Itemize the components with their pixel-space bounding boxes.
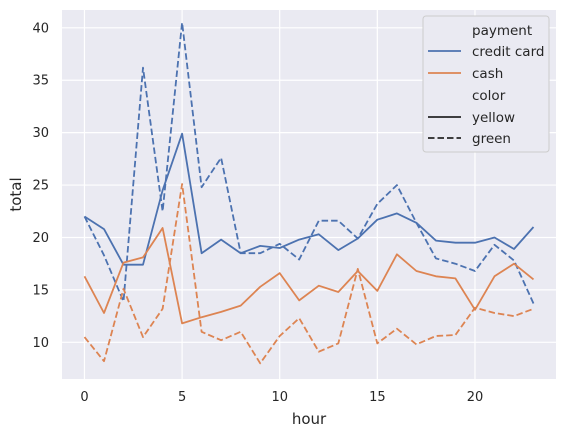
- y-tick-label: 20: [32, 231, 49, 246]
- legend-label-yellow: yellow: [472, 110, 515, 126]
- legend-label-green: green: [472, 131, 511, 147]
- legend-label-credit-card: credit card: [472, 44, 544, 60]
- legend-box: [422, 15, 550, 153]
- x-tick-label: 5: [178, 390, 186, 405]
- legend: payment credit card cash color yellow gree…: [422, 15, 550, 153]
- x-tick-label: 15: [369, 390, 386, 405]
- x-tick-label: 0: [80, 390, 88, 405]
- y-tick-label: 35: [32, 74, 49, 89]
- x-tick-label: 20: [467, 390, 484, 405]
- series-lines: [83, 21, 535, 365]
- y-tick-label: 10: [32, 336, 49, 351]
- legend-title-payment: payment: [472, 23, 532, 39]
- series-line-credit-card-yellow: [84, 132, 535, 266]
- series-line-cash-yellow: [83, 227, 535, 325]
- x-axis-ticks: 0 5 10 15 20: [80, 390, 483, 405]
- x-axis-label: hour: [292, 410, 327, 428]
- x-tick-label: 10: [271, 390, 288, 405]
- legend-label-cash: cash: [472, 66, 503, 82]
- y-tick-label: 15: [32, 283, 49, 298]
- y-tick-label: 25: [32, 179, 49, 194]
- series-line-credit-card-green: [83, 21, 535, 304]
- legend-title-color: color: [472, 88, 506, 104]
- y-tick-label: 30: [32, 126, 49, 141]
- y-tick-label: 40: [32, 21, 49, 36]
- y-axis-label: total: [7, 177, 25, 211]
- y-axis-ticks: 10 15 20 25 30 35 40: [32, 21, 49, 350]
- series-line-cash-green: [83, 183, 534, 365]
